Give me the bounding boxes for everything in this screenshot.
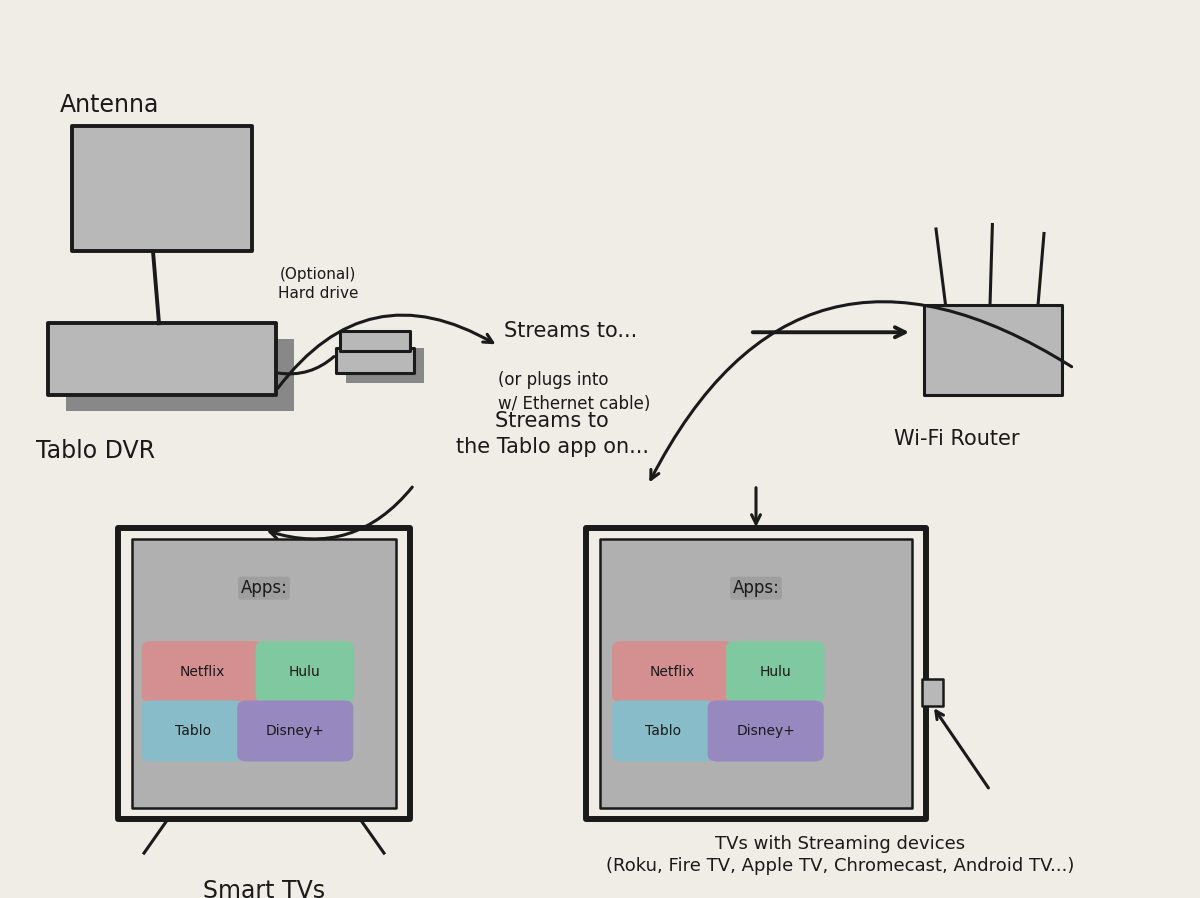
FancyBboxPatch shape xyxy=(256,641,354,702)
Text: Hulu: Hulu xyxy=(760,665,791,679)
FancyBboxPatch shape xyxy=(72,126,252,251)
FancyBboxPatch shape xyxy=(346,348,424,383)
Text: Streams to...: Streams to... xyxy=(504,321,637,340)
Text: Tablo: Tablo xyxy=(175,724,211,738)
Text: Disney+: Disney+ xyxy=(737,724,796,738)
FancyBboxPatch shape xyxy=(600,539,912,808)
Text: Hulu: Hulu xyxy=(289,665,320,679)
FancyBboxPatch shape xyxy=(922,679,943,706)
Text: (or plugs into
w/ Ethernet cable): (or plugs into w/ Ethernet cable) xyxy=(498,371,650,412)
FancyBboxPatch shape xyxy=(66,339,294,411)
FancyBboxPatch shape xyxy=(132,539,396,808)
Text: Tablo DVR: Tablo DVR xyxy=(36,439,155,463)
FancyBboxPatch shape xyxy=(336,348,414,373)
FancyBboxPatch shape xyxy=(142,641,263,702)
Text: Wi-Fi Router: Wi-Fi Router xyxy=(894,428,1020,448)
FancyBboxPatch shape xyxy=(612,700,715,762)
FancyBboxPatch shape xyxy=(142,700,245,762)
FancyBboxPatch shape xyxy=(118,528,410,819)
FancyBboxPatch shape xyxy=(612,641,733,702)
FancyBboxPatch shape xyxy=(238,700,353,762)
FancyBboxPatch shape xyxy=(340,331,410,351)
Text: Apps:: Apps: xyxy=(240,579,288,597)
Text: Netflix: Netflix xyxy=(180,665,224,679)
FancyBboxPatch shape xyxy=(726,641,824,702)
Text: Tablo: Tablo xyxy=(646,724,682,738)
FancyBboxPatch shape xyxy=(586,528,926,819)
Text: Antenna: Antenna xyxy=(60,93,160,118)
FancyBboxPatch shape xyxy=(48,323,276,395)
Text: Smart TVs: Smart TVs xyxy=(203,879,325,898)
FancyBboxPatch shape xyxy=(708,700,823,762)
Text: TVs with Streaming devices
(Roku, Fire TV, Apple TV, Chromecast, Android TV...): TVs with Streaming devices (Roku, Fire T… xyxy=(606,835,1074,875)
FancyBboxPatch shape xyxy=(924,305,1062,395)
Text: Disney+: Disney+ xyxy=(266,724,325,738)
Text: Streams to
the Tablo app on...: Streams to the Tablo app on... xyxy=(456,411,648,457)
Text: Netflix: Netflix xyxy=(650,665,695,679)
Text: (Optional)
Hard drive: (Optional) Hard drive xyxy=(277,268,359,301)
Text: Apps:: Apps: xyxy=(732,579,780,597)
